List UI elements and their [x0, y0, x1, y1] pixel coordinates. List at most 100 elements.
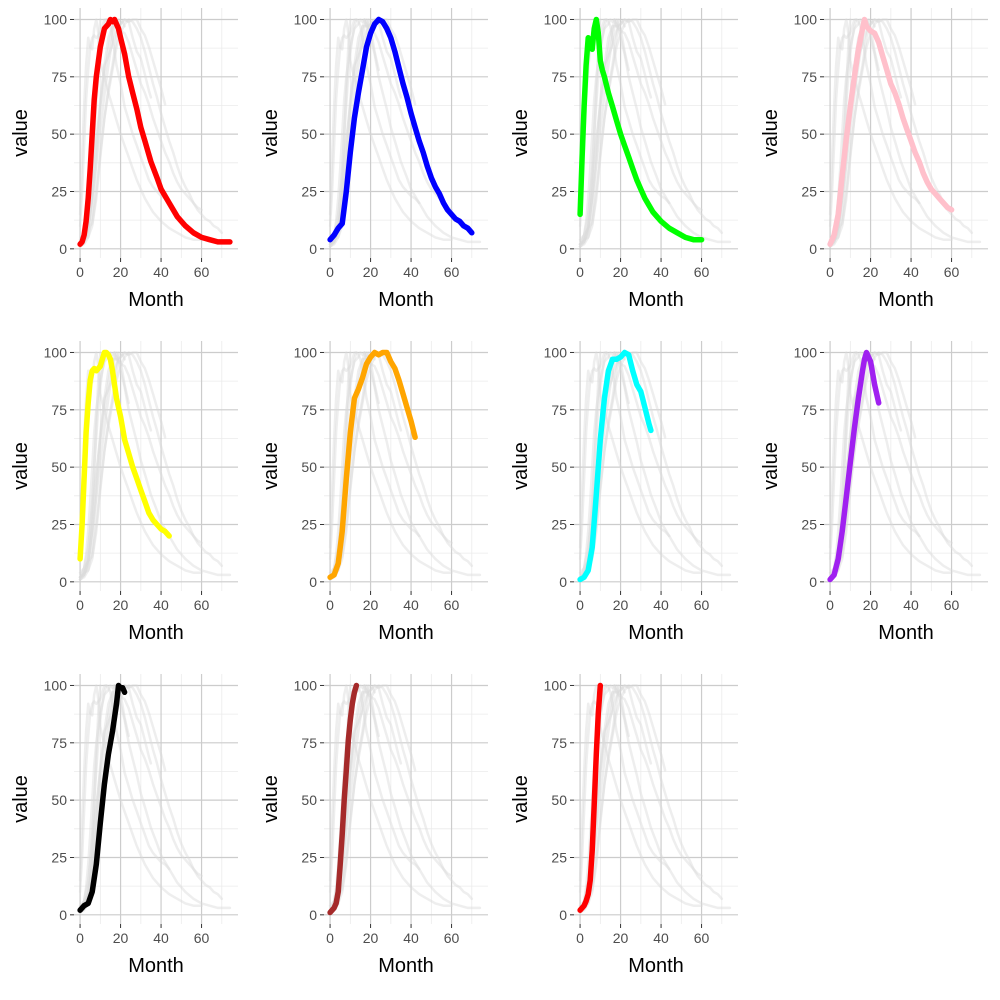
background-line	[78, 351, 203, 579]
y-tick-label: 75	[801, 69, 817, 85]
x-axis-title: Month	[378, 955, 434, 977]
major-grid	[324, 674, 488, 924]
y-tick-label: 75	[51, 735, 67, 751]
x-tick-label: 60	[444, 597, 460, 613]
x-axis-title: Month	[878, 289, 934, 311]
y-tick-label: 25	[551, 183, 567, 199]
major-grid	[574, 341, 738, 591]
series-line-1	[77, 16, 233, 247]
y-tick-label: 50	[51, 459, 67, 475]
x-tick-label: 20	[363, 930, 379, 946]
panel-9: 0 25 50 75 100 0 20 40 60 Month value	[10, 674, 238, 977]
panel-10: 0 25 50 75 100 0 20 40 60 Month value	[260, 674, 488, 977]
x-axis-title: Month	[878, 622, 934, 644]
series-line-2	[327, 16, 475, 243]
series-line-6	[327, 349, 418, 580]
y-axis-title: value	[260, 442, 282, 490]
background-line	[578, 351, 671, 561]
x-tick-label: 0	[576, 597, 584, 613]
y-tick-label: 75	[801, 402, 817, 418]
background-line	[328, 351, 453, 574]
y-tick-label: 0	[59, 241, 67, 257]
background-line	[328, 18, 352, 246]
y-tick-label: 50	[551, 792, 567, 808]
background-line	[578, 351, 703, 574]
x-axis-title: Month	[378, 622, 434, 644]
background-line	[78, 351, 224, 574]
y-tick-label: 100	[44, 677, 68, 693]
background-line	[328, 684, 421, 894]
y-axis-title: value	[10, 109, 32, 157]
x-tick-label: 40	[153, 264, 169, 280]
x-tick-label: 60	[194, 597, 210, 613]
y-tick-label: 50	[301, 459, 317, 475]
y-tick-label: 0	[559, 574, 567, 590]
x-tick-label: 0	[576, 930, 584, 946]
y-tick-label: 100	[44, 11, 68, 27]
x-tick-label: 40	[403, 597, 419, 613]
y-tick-label: 0	[809, 241, 817, 257]
panel-6: 0 25 50 75 100 0 20 40 60 Month value	[260, 341, 488, 644]
x-tick-label: 0	[326, 930, 334, 946]
background-line	[78, 351, 130, 581]
x-axis-title: Month	[378, 289, 434, 311]
x-tick-label: 40	[653, 264, 669, 280]
y-tick-label: 25	[301, 183, 317, 199]
x-tick-label: 0	[76, 264, 84, 280]
y-tick-label: 100	[794, 11, 818, 27]
x-tick-label: 60	[194, 930, 210, 946]
y-tick-label: 25	[51, 516, 67, 532]
background-series	[578, 18, 732, 248]
background-series	[578, 684, 732, 914]
background-series	[328, 18, 482, 248]
y-tick-label: 100	[794, 344, 818, 360]
y-axis-title: value	[10, 442, 32, 490]
background-line	[578, 18, 630, 248]
background-line	[578, 18, 602, 246]
y-tick-label: 50	[301, 126, 317, 142]
y-tick-label: 100	[544, 677, 568, 693]
y-tick-label: 100	[294, 677, 318, 693]
x-tick-label: 20	[613, 930, 629, 946]
background-line	[328, 18, 482, 246]
background-line	[578, 18, 667, 246]
background-line	[578, 684, 671, 894]
y-tick-label: 50	[301, 792, 317, 808]
minor-grid	[74, 341, 238, 591]
y-tick-label: 50	[551, 459, 567, 475]
panel-4: 0 25 50 75 100 0 20 40 60 Month value	[760, 8, 988, 311]
y-tick-label: 0	[809, 574, 817, 590]
background-line	[578, 351, 732, 579]
y-tick-label: 25	[551, 516, 567, 532]
y-tick-label: 75	[301, 402, 317, 418]
x-tick-label: 60	[944, 264, 960, 280]
x-axis-title: Month	[628, 622, 684, 644]
background-line	[578, 18, 626, 246]
background-line	[828, 18, 876, 246]
x-tick-label: 60	[444, 930, 460, 946]
y-axis-title: value	[510, 775, 532, 823]
x-tick-label: 40	[153, 597, 169, 613]
x-tick-label: 60	[694, 597, 710, 613]
series-line-9	[77, 682, 128, 913]
background-line	[328, 18, 358, 248]
background-line	[78, 18, 171, 228]
x-tick-label: 40	[653, 930, 669, 946]
x-tick-label: 20	[613, 264, 629, 280]
minor-grid	[74, 8, 238, 258]
series-line-3	[577, 16, 705, 243]
y-tick-label: 75	[301, 69, 317, 85]
background-line	[78, 18, 167, 246]
background-line	[578, 684, 626, 912]
minor-grid	[324, 341, 488, 591]
x-tick-label: 40	[153, 930, 169, 946]
y-tick-label: 0	[59, 907, 67, 923]
background-line	[78, 684, 232, 912]
panel-5: 0 25 50 75 100 0 20 40 60 Month value	[10, 341, 238, 644]
background-series	[828, 18, 982, 248]
y-tick-label: 0	[559, 907, 567, 923]
x-tick-label: 40	[903, 264, 919, 280]
background-line	[578, 18, 703, 246]
background-line	[78, 18, 203, 241]
